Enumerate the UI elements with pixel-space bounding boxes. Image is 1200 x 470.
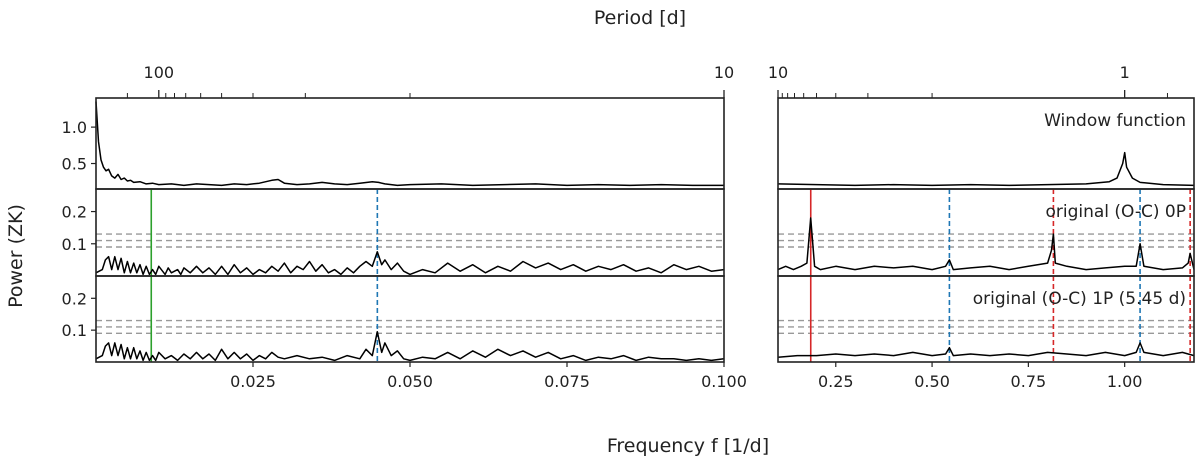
- y-axis-label: Power (ZK): [5, 204, 27, 308]
- top-tick-label: 10: [714, 63, 734, 82]
- top-tick-label: 100: [144, 63, 175, 82]
- right-panel: Window function original (O-C) 0P original…: [768, 63, 1195, 391]
- row-frame: [95, 188, 725, 277]
- y-tick-label: 1.0: [62, 118, 87, 137]
- x-tick-label: 0.100: [701, 372, 747, 391]
- row-label: original (O-C) 0P: [1045, 202, 1186, 222]
- right-row-0P: original (O-C) 0P: [777, 188, 1195, 277]
- row-frame: [95, 275, 725, 363]
- y-tick-label: 0.1: [62, 235, 87, 254]
- plot-panels: 0.51.00.10.20.10.20.025 0.050 0.075 0.10010…: [62, 63, 1195, 391]
- x-tick-label: 0.50: [914, 372, 950, 391]
- y-tick-label: 0.2: [62, 203, 87, 222]
- left-row-1P: 0.1 0.2: [62, 275, 725, 363]
- top-tick-label: 1: [1120, 63, 1130, 82]
- left-panel: 0.5 1.0 0.1 0.2 0.1 0.2 0.025 0.050 0.075 0.100 10…: [62, 63, 747, 391]
- top-axis-label: Period [d]: [594, 7, 686, 29]
- power-spectrum-line: [95, 101, 724, 187]
- x-axis-label: Frequency f [1/d]: [607, 435, 769, 457]
- row-label: Window function: [1044, 111, 1186, 131]
- power-spectrum-line: [95, 330, 725, 362]
- right-row-window: Window function: [777, 97, 1195, 190]
- y-tick-label: 0.1: [62, 321, 87, 340]
- y-tick-label: 0.2: [62, 289, 87, 308]
- row-frame: [777, 275, 1195, 363]
- x-tick-label: 0.75: [1011, 372, 1047, 391]
- x-tick-label: 0.25: [818, 372, 854, 391]
- power-spectrum-line: [777, 151, 1195, 187]
- row-frame: [95, 97, 725, 190]
- row-label: original (O-C) 1P (5.45 d): [973, 289, 1186, 309]
- x-tick-label: 0.025: [230, 372, 276, 391]
- top-tick-label: 10: [768, 63, 788, 82]
- x-tick-label: 1.00: [1107, 372, 1143, 391]
- power-spectrum-line: [777, 217, 1195, 271]
- y-tick-label: 0.5: [62, 155, 87, 174]
- power-spectrum-line: [777, 342, 1195, 358]
- right-row-1P: original (O-C) 1P (5.45 d): [777, 275, 1195, 363]
- power-spectrum-line: [95, 251, 725, 276]
- left-row-0P: 0.1 0.2: [62, 188, 725, 277]
- x-tick-label: 0.075: [544, 372, 590, 391]
- x-tick-label: 0.050: [387, 372, 433, 391]
- left-row-window: 0.5 1.0: [62, 97, 725, 190]
